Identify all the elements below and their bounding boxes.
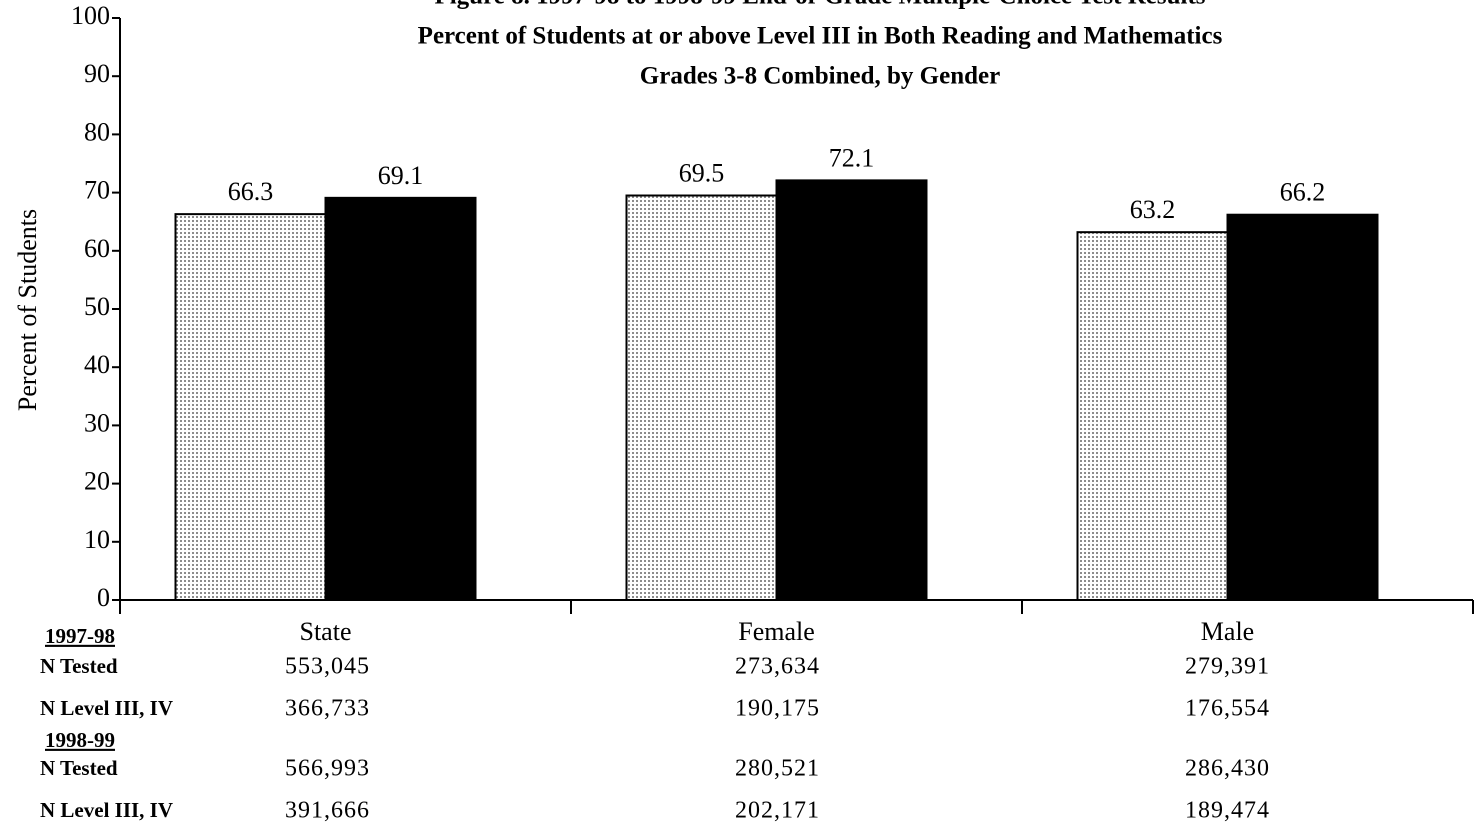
table-cell: 279,391 <box>1185 654 1270 680</box>
chart-title: Grades 3-8 Combined, by Gender <box>640 63 1000 90</box>
chart-title: Figure 8. 1997-98 to 1998-99 End-of-Grad… <box>434 0 1205 10</box>
table-cell: 189,474 <box>1185 798 1270 824</box>
y-tick-label: 10 <box>84 525 110 554</box>
bar <box>174 213 327 601</box>
table-cell: 280,521 <box>735 756 820 782</box>
year-label: 1998-99 <box>45 728 115 752</box>
bar <box>1226 213 1379 601</box>
table-cell: 190,175 <box>735 696 820 722</box>
table-cell: 553,045 <box>285 654 370 680</box>
table-cell: 566,993 <box>285 756 370 782</box>
y-tick-label: 20 <box>84 467 110 496</box>
value-label: 66.2 <box>1280 178 1326 207</box>
row-label: N Tested <box>40 756 118 780</box>
y-tick-label: 100 <box>71 1 110 30</box>
year-label: 1997-98 <box>45 624 115 648</box>
table-cell: 202,171 <box>735 798 820 824</box>
chart-title: Percent of Students at or above Level II… <box>418 23 1223 50</box>
table-cell: 391,666 <box>285 798 370 824</box>
table-cell: 366,733 <box>285 696 370 722</box>
x-tick-label: State <box>300 617 352 646</box>
table-cell: 273,634 <box>735 654 820 680</box>
y-tick-label: 90 <box>84 59 110 88</box>
bar <box>324 196 477 601</box>
value-label: 63.2 <box>1130 195 1176 224</box>
x-tick-label: Male <box>1201 617 1254 646</box>
bar <box>1076 231 1229 601</box>
bar <box>775 179 928 602</box>
value-label: 69.1 <box>378 161 424 190</box>
y-tick-label: 50 <box>84 292 110 321</box>
x-tick-label: Female <box>738 617 815 646</box>
row-label: N Level III, IV <box>40 696 173 720</box>
table-cell: 286,430 <box>1185 756 1270 782</box>
bar <box>625 194 778 601</box>
value-label: 72.1 <box>829 143 875 172</box>
value-label: 66.3 <box>228 177 274 206</box>
y-tick-label: 70 <box>84 176 110 205</box>
row-label: N Tested <box>40 654 118 678</box>
y-tick-label: 60 <box>84 234 110 263</box>
y-tick-label: 30 <box>84 408 110 437</box>
row-label: N Level III, IV <box>40 798 173 822</box>
table-cell: 176,554 <box>1185 696 1270 722</box>
value-label: 69.5 <box>679 158 725 187</box>
y-tick-label: 0 <box>97 583 110 612</box>
y-tick-label: 40 <box>84 350 110 379</box>
y-axis-label: Percent of Students <box>13 209 42 411</box>
y-tick-label: 80 <box>84 117 110 146</box>
